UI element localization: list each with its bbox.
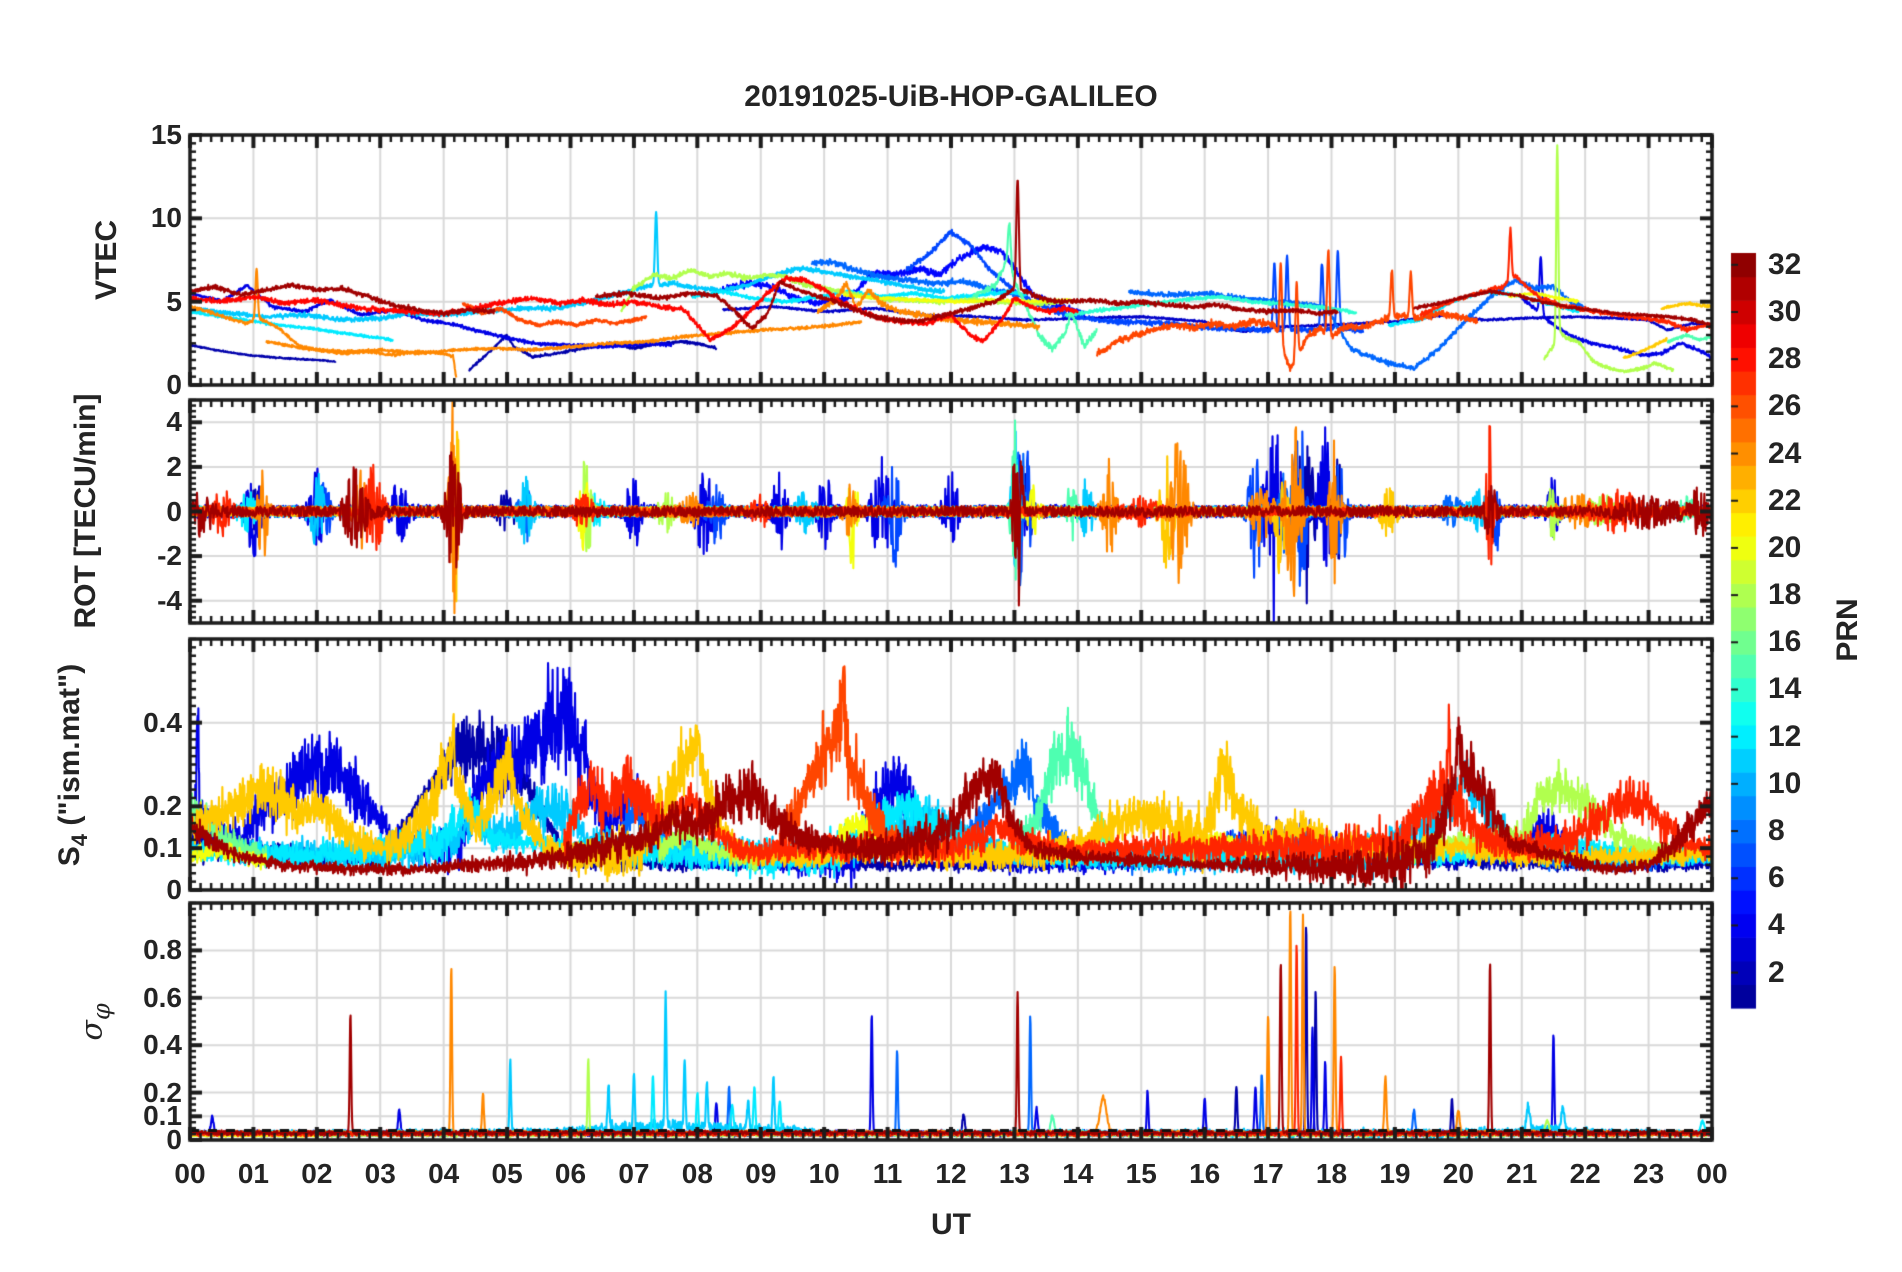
x-tick-label: 13	[998, 1158, 1030, 1189]
x-tick-label: 08	[681, 1158, 713, 1189]
y-tick-label: 0.2	[143, 1076, 182, 1108]
y-tick-label: 0	[166, 874, 182, 905]
y-tick-label: 0	[166, 369, 182, 400]
x-tick-label: 07	[618, 1158, 650, 1189]
colorbar-tick-label: 16	[1768, 625, 1802, 659]
x-tick-label: 18	[1315, 1158, 1348, 1189]
x-tick-label: 09	[745, 1158, 777, 1189]
y-tick-label: 10	[150, 202, 182, 234]
chart-title: 20191025-UiB-HOP-GALILEO	[744, 80, 1158, 113]
x-tick-label: 06	[554, 1158, 587, 1189]
colorbar-tick-label: 8	[1768, 814, 1785, 848]
x-tick-label: 17	[1252, 1158, 1284, 1189]
colorbar-tick-label: 4	[1768, 908, 1785, 942]
colorbar-tick-label: 10	[1768, 766, 1802, 800]
colorbar-tick-label: 12	[1768, 719, 1802, 753]
x-tick-label: 11	[872, 1158, 903, 1189]
x-tick-label: 12	[935, 1158, 967, 1189]
colorbar-tick-label: 22	[1768, 483, 1802, 517]
x-tick-label: 00	[174, 1158, 206, 1189]
y-tick-label: 0.1	[143, 832, 182, 864]
x-tick-label: 16	[1189, 1158, 1221, 1189]
x-tick-label: 04	[428, 1158, 460, 1189]
s4-label-subscript: 4	[67, 833, 92, 847]
colorbar-tick-label: 28	[1768, 342, 1802, 376]
x-tick-label: 14	[1062, 1158, 1094, 1189]
colorbar-tick-label: 24	[1768, 436, 1802, 470]
y-tick-label: 0	[166, 495, 182, 527]
y-tick-label: 0.4	[143, 1029, 182, 1061]
x-tick-label: 19	[1379, 1158, 1411, 1189]
y-tick-label: 0.2	[143, 790, 182, 822]
x-tick-label: 05	[491, 1158, 523, 1189]
x-tick-label: 02	[301, 1158, 333, 1189]
colorbar-tick-label: 2	[1768, 955, 1785, 989]
s4-label-main: S	[53, 846, 86, 867]
colorbar-tick-label: 30	[1768, 294, 1802, 328]
y-axis-label-rot: ROT [TECU/min]	[69, 393, 102, 629]
colorbar-tick-label: 32	[1768, 247, 1802, 281]
x-tick-label: 15	[1125, 1158, 1157, 1189]
x-tick-label: 00	[1696, 1158, 1728, 1189]
y-tick-label: 15	[150, 119, 182, 150]
y-tick-label: 0.4	[143, 706, 182, 738]
y-tick-label: -2	[157, 540, 182, 572]
x-tick-label: 23	[1633, 1158, 1665, 1189]
x-tick-label: 01	[237, 1158, 269, 1189]
x-tick-label: 22	[1569, 1158, 1601, 1189]
colorbar-tick-label: 6	[1768, 861, 1785, 895]
x-tick-label: 10	[808, 1158, 840, 1189]
x-tick-label: 20	[1442, 1158, 1474, 1189]
y-tick-label: 4	[166, 406, 182, 438]
y-tick-label: 5	[166, 285, 182, 317]
y-tick-label: -4	[157, 584, 182, 616]
y-tick-label: 0	[166, 1124, 182, 1155]
s4-label-rest: ("ism.mat")	[53, 663, 86, 834]
colorbar-tick-label: 18	[1768, 578, 1802, 612]
x-tick-label: 03	[364, 1158, 396, 1189]
x-tick-label: 21	[1506, 1158, 1538, 1189]
y-tick-label: 0.8	[143, 934, 182, 966]
y-axis-label-s4: S4 ("ism.mat")	[53, 664, 93, 866]
y-tick-label: 0.6	[143, 981, 182, 1013]
colorbar-tick-label: 20	[1768, 530, 1802, 564]
colorbar-tick-label: 26	[1768, 389, 1802, 423]
y-tick-label: 2	[166, 450, 182, 482]
colorbar-label: PRN	[1831, 598, 1864, 662]
colorbar-tick-label: 14	[1768, 672, 1802, 706]
x-axis-label: UT	[931, 1208, 971, 1241]
y-tick-label: 0.1	[143, 1100, 182, 1132]
